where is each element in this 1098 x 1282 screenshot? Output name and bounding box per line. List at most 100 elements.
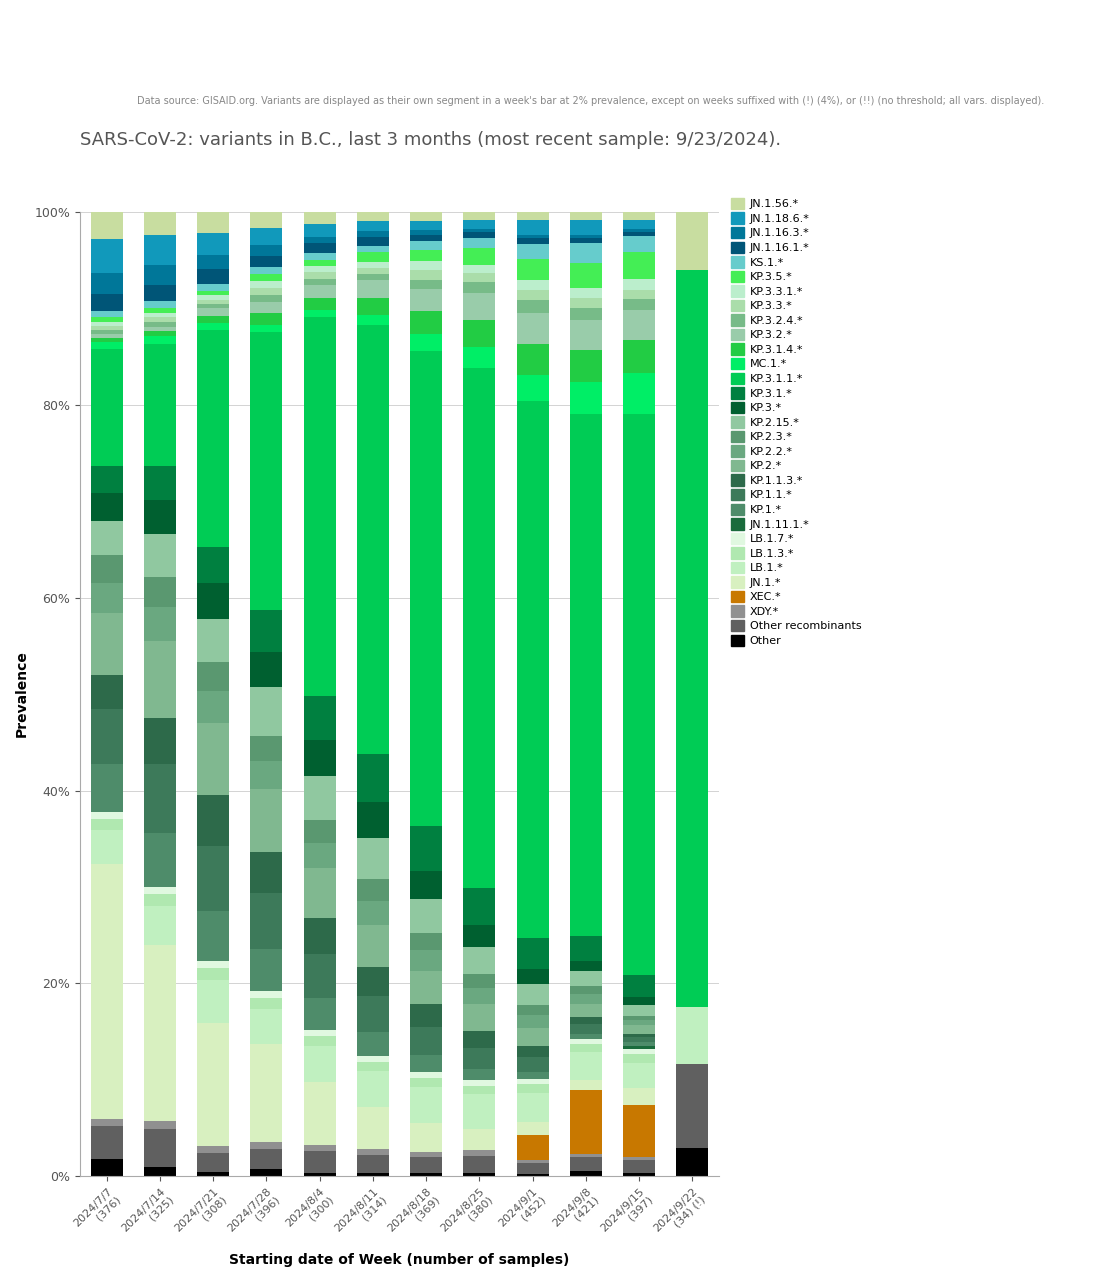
Bar	[357, 754, 389, 803]
Bar	[91, 494, 123, 520]
Bar	[198, 1146, 229, 1154]
Bar	[516, 1015, 549, 1028]
Bar	[357, 246, 389, 253]
Bar	[357, 1155, 389, 1173]
Bar	[516, 1174, 549, 1177]
Bar	[411, 1005, 442, 1027]
Bar	[570, 1044, 602, 1053]
Bar	[676, 271, 708, 1006]
Text: Data source: GISAID.org. Variants are displayed as their own segment in a week's: Data source: GISAID.org. Variants are di…	[137, 96, 1044, 106]
Bar	[623, 1049, 654, 1055]
Bar	[144, 764, 176, 833]
Bar	[250, 991, 282, 997]
Bar	[623, 340, 654, 373]
Bar	[357, 231, 389, 237]
Bar	[516, 985, 549, 1005]
Bar	[304, 260, 336, 265]
Bar	[411, 262, 442, 271]
Bar	[516, 1056, 549, 1072]
Bar	[516, 212, 549, 221]
Bar	[516, 1079, 549, 1085]
Bar	[198, 795, 229, 846]
Bar	[463, 273, 495, 282]
Bar	[250, 788, 282, 851]
Bar	[570, 970, 602, 986]
Bar	[623, 290, 654, 299]
Bar	[198, 323, 229, 329]
Bar	[198, 329, 229, 546]
Bar	[357, 1056, 389, 1061]
Bar	[516, 1046, 549, 1056]
Bar	[623, 279, 654, 290]
Bar	[411, 312, 442, 333]
Bar	[304, 285, 336, 297]
Bar	[304, 265, 336, 272]
Bar	[570, 1004, 602, 1017]
Bar	[570, 1038, 602, 1044]
Bar	[357, 996, 389, 1032]
Bar	[250, 1169, 282, 1177]
Bar	[357, 1032, 389, 1056]
Bar	[623, 1088, 654, 1105]
Bar	[198, 962, 229, 968]
Bar	[623, 310, 654, 340]
Bar	[91, 1126, 123, 1159]
Bar	[304, 297, 336, 310]
Bar	[91, 273, 123, 294]
Bar	[357, 253, 389, 262]
Bar	[623, 976, 654, 996]
Bar	[463, 221, 495, 229]
Bar	[411, 229, 442, 236]
Bar	[357, 273, 389, 279]
Bar	[463, 1086, 495, 1095]
Legend: JN.1.56.*, JN.1.18.6.*, JN.1.16.3.*, JN.1.16.1.*, KS.1.*, KP.3.5.*, KP.3.3.1.*, : JN.1.56.*, JN.1.18.6.*, JN.1.16.3.*, JN.…	[731, 197, 861, 646]
Bar	[463, 1173, 495, 1177]
Bar	[144, 327, 176, 331]
Text: SARS-CoV-2: variants in B.C., last 3 months (most recent sample: 9/23/2024).: SARS-CoV-2: variants in B.C., last 3 mon…	[80, 131, 782, 149]
Bar	[463, 212, 495, 221]
Bar	[463, 229, 495, 232]
Bar	[357, 262, 389, 268]
Bar	[516, 1005, 549, 1015]
Bar	[250, 949, 282, 991]
Bar	[463, 292, 495, 319]
Bar	[250, 256, 282, 268]
Bar	[463, 887, 495, 926]
Bar	[463, 974, 495, 988]
Bar	[144, 467, 176, 500]
Bar	[250, 1009, 282, 1044]
Bar	[516, 244, 549, 259]
Bar	[144, 212, 176, 235]
Bar	[463, 1004, 495, 1032]
Bar	[144, 533, 176, 577]
Bar	[516, 938, 549, 969]
Bar	[144, 887, 176, 894]
Bar	[144, 265, 176, 286]
Bar	[411, 1151, 442, 1158]
Bar	[304, 1145, 336, 1151]
Bar	[570, 1172, 602, 1177]
Bar	[570, 1017, 602, 1024]
Bar	[516, 1072, 549, 1079]
Bar	[570, 1158, 602, 1172]
Bar	[250, 281, 282, 288]
Bar	[463, 249, 495, 264]
Bar	[250, 228, 282, 245]
Bar	[623, 1005, 654, 1017]
Bar	[463, 1081, 495, 1086]
Bar	[623, 1160, 654, 1173]
Bar	[91, 326, 123, 329]
Bar	[411, 351, 442, 826]
Bar	[304, 224, 336, 237]
Bar	[357, 837, 389, 879]
Bar	[91, 329, 123, 333]
Bar	[198, 300, 229, 304]
Bar	[91, 333, 123, 338]
Bar	[144, 833, 176, 887]
Bar	[144, 608, 176, 641]
Bar	[304, 1173, 336, 1177]
Bar	[570, 288, 602, 297]
Bar	[623, 1042, 654, 1046]
Bar	[304, 254, 336, 260]
Bar	[463, 1156, 495, 1173]
